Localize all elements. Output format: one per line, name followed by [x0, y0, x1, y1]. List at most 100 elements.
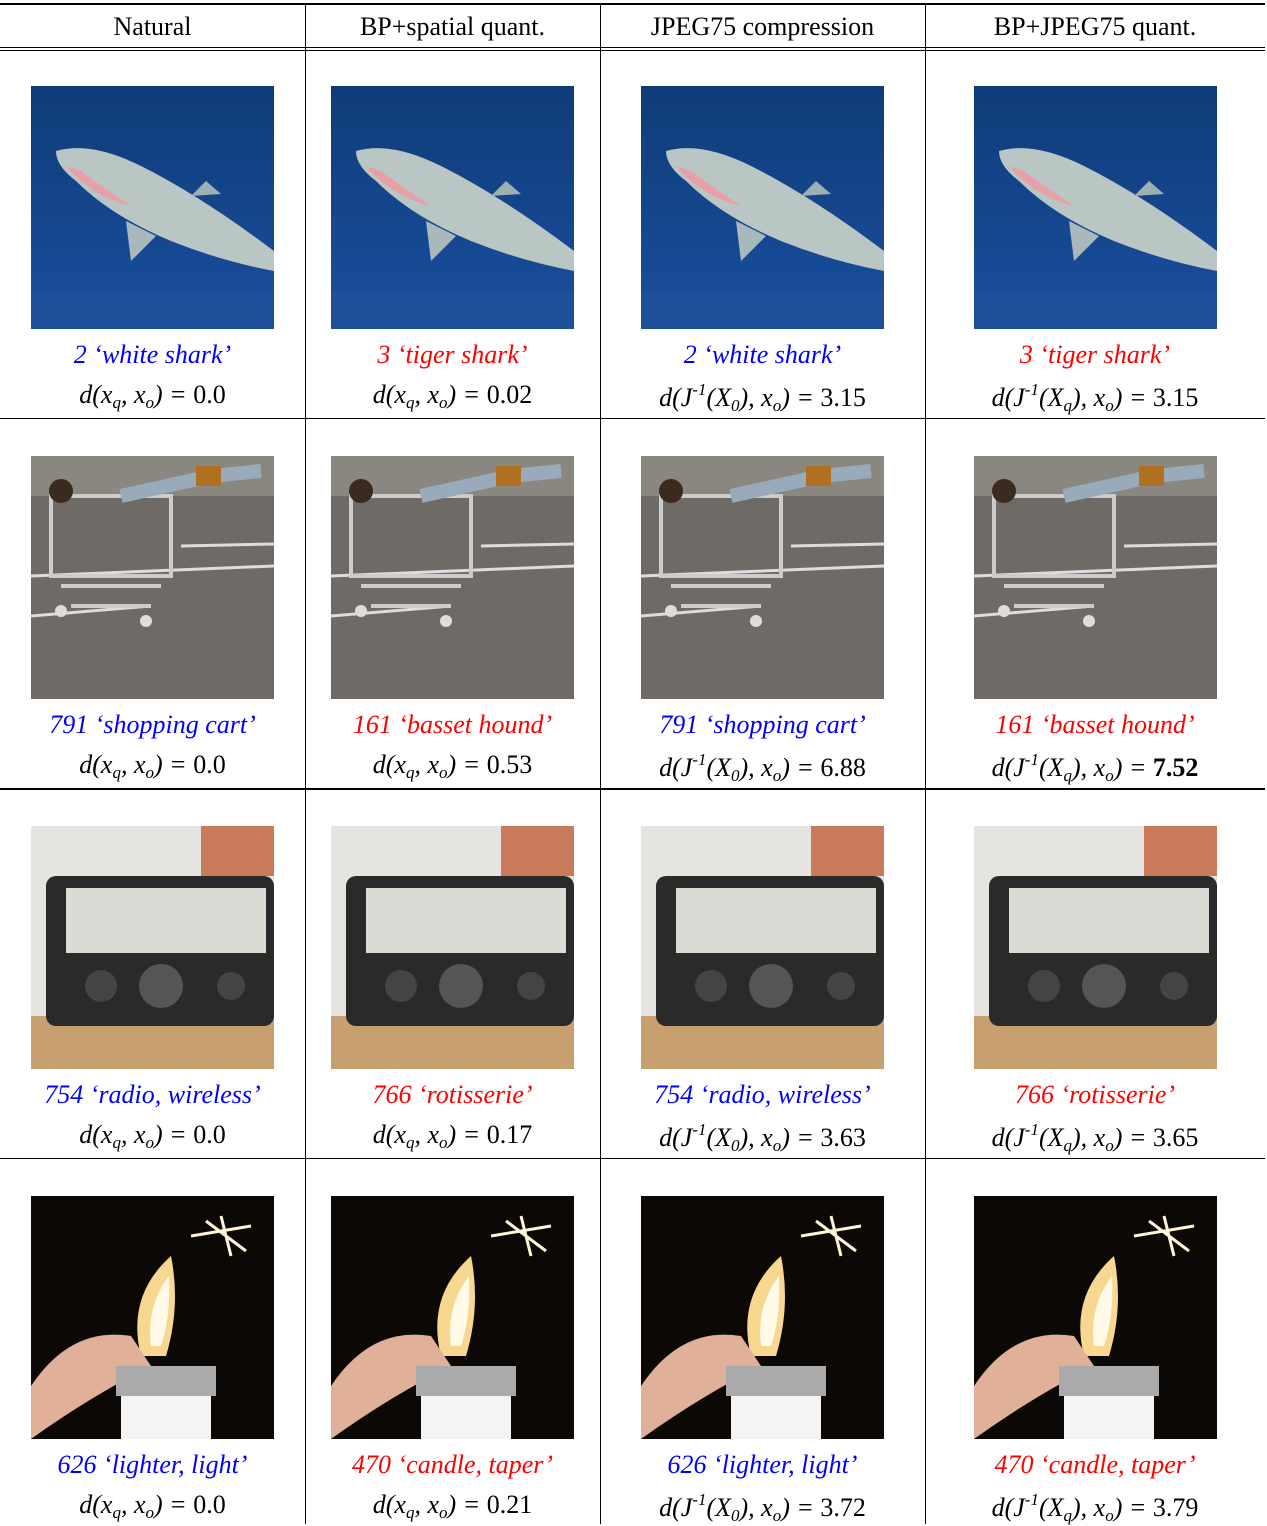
photo — [331, 86, 574, 329]
distance: d(xq, xo) = 0.53 — [305, 750, 600, 783]
distance-value: 0.17 — [486, 1120, 533, 1149]
column-rule — [600, 3, 601, 1524]
distance-value: 6.88 — [820, 753, 866, 782]
photo — [974, 1196, 1217, 1439]
distance-formula: d(J-1(X0), xo) = — [659, 1120, 821, 1155]
distance: d(xq, xo) = 0.02 — [305, 380, 600, 413]
class-label: 626 ‘lighter, light’ — [57, 1450, 248, 1479]
rule — [0, 47, 1265, 48]
distance-value: 0.21 — [486, 1490, 533, 1519]
column-rule — [925, 3, 926, 1524]
distance-value: 3.65 — [1152, 1123, 1199, 1152]
distance-value: 0.02 — [486, 380, 533, 409]
distance: d(J-1(X0), xo) = 6.88 — [600, 750, 925, 786]
distance-value: 0.0 — [193, 380, 226, 409]
column-header: Natural — [113, 12, 192, 41]
distance-formula: d(xq, xo) = — [372, 1490, 487, 1522]
column-header: BP+spatial quant. — [359, 12, 546, 41]
class-label: 754 ‘radio, wireless’ — [44, 1080, 261, 1109]
column-rule — [305, 3, 306, 1524]
photo-image — [331, 826, 574, 1069]
distance-formula: d(J-1(Xq), xo) = — [991, 1490, 1153, 1525]
distance: d(xq, xo) = 0.0 — [0, 1490, 305, 1523]
class-label: 791 ‘shopping cart’ — [49, 710, 256, 739]
distance-formula: d(xq, xo) = — [79, 1490, 194, 1522]
photo — [641, 86, 884, 329]
photo-image — [641, 1196, 884, 1439]
distance: d(J-1(X0), xo) = 3.15 — [600, 380, 925, 416]
photo-image — [974, 1196, 1217, 1439]
photo-image — [31, 86, 274, 329]
photo — [31, 86, 274, 329]
distance-formula: d(xq, xo) = — [372, 380, 487, 412]
distance: d(J-1(Xq), xo) = 3.15 — [925, 380, 1265, 416]
distance-value: 0.0 — [193, 750, 226, 779]
distance: d(xq, xo) = 0.0 — [0, 1120, 305, 1153]
photo-image — [31, 826, 274, 1069]
distance-value: 3.15 — [1152, 383, 1199, 412]
distance-value: 0.0 — [193, 1120, 226, 1149]
distance-formula: d(J-1(X0), xo) = — [659, 380, 821, 415]
rule — [0, 50, 1265, 51]
distance: d(J-1(X0), xo) = 3.72 — [600, 1490, 925, 1526]
photo — [974, 86, 1217, 329]
photo-image — [331, 86, 574, 329]
distance-formula: d(J-1(Xq), xo) = — [991, 750, 1153, 785]
photo-image — [31, 1196, 274, 1439]
distance-value: 3.63 — [820, 1123, 866, 1152]
photo-image — [641, 826, 884, 1069]
photo-image — [31, 456, 274, 699]
distance-formula: d(J-1(X0), xo) = — [659, 1490, 821, 1525]
photo — [641, 456, 884, 699]
photo-image — [641, 86, 884, 329]
class-label: 2 ‘white shark’ — [73, 340, 232, 369]
photo — [641, 826, 884, 1069]
photo — [331, 1196, 574, 1439]
photo-image — [974, 86, 1217, 329]
distance: d(J-1(X0), xo) = 3.63 — [600, 1120, 925, 1156]
class-label: 3 ‘tiger shark’ — [1019, 340, 1171, 369]
distance-value: 7.52 — [1152, 753, 1199, 782]
photo — [641, 1196, 884, 1439]
distance-formula: d(J-1(X0), xo) = — [659, 750, 821, 785]
distance-formula: d(xq, xo) = — [79, 750, 194, 782]
photo-image — [974, 456, 1217, 699]
distance: d(xq, xo) = 0.21 — [305, 1490, 600, 1523]
distance: d(J-1(Xq), xo) = 7.52 — [925, 750, 1265, 786]
distance-formula: d(xq, xo) = — [79, 1120, 194, 1152]
class-label: 2 ‘white shark’ — [683, 340, 842, 369]
column-header: BP+JPEG75 quant. — [993, 12, 1197, 41]
class-label: 470 ‘candle, taper’ — [352, 1450, 553, 1479]
photo-image — [641, 456, 884, 699]
photo-image — [974, 826, 1217, 1069]
photo — [974, 826, 1217, 1069]
photo — [31, 1196, 274, 1439]
photo — [974, 456, 1217, 699]
class-label: 626 ‘lighter, light’ — [667, 1450, 858, 1479]
distance-formula: d(xq, xo) = — [372, 1120, 487, 1152]
class-label: 766 ‘rotisserie’ — [372, 1080, 533, 1109]
distance: d(xq, xo) = 0.17 — [305, 1120, 600, 1153]
column-header: JPEG75 compression — [650, 12, 875, 41]
class-label: 754 ‘radio, wireless’ — [654, 1080, 871, 1109]
distance-formula: d(J-1(Xq), xo) = — [991, 1120, 1153, 1155]
distance-value: 3.15 — [820, 383, 866, 412]
photo — [31, 456, 274, 699]
distance: d(J-1(Xq), xo) = 3.65 — [925, 1120, 1265, 1156]
photo-image — [331, 1196, 574, 1439]
distance-value: 3.79 — [1152, 1493, 1199, 1522]
class-label: 3 ‘tiger shark’ — [377, 340, 528, 369]
rule — [0, 1158, 1265, 1159]
distance-value: 0.53 — [486, 750, 533, 779]
photo — [331, 826, 574, 1069]
class-label: 161 ‘basset hound’ — [352, 710, 553, 739]
rule — [0, 788, 1265, 790]
distance-formula: d(xq, xo) = — [79, 380, 194, 412]
distance-value: 3.72 — [820, 1493, 866, 1522]
distance: d(J-1(Xq), xo) = 3.79 — [925, 1490, 1265, 1526]
class-label: 766 ‘rotisserie’ — [1014, 1080, 1176, 1109]
distance-formula: d(xq, xo) = — [372, 750, 487, 782]
distance: d(xq, xo) = 0.0 — [0, 750, 305, 783]
class-label: 161 ‘basset hound’ — [995, 710, 1195, 739]
